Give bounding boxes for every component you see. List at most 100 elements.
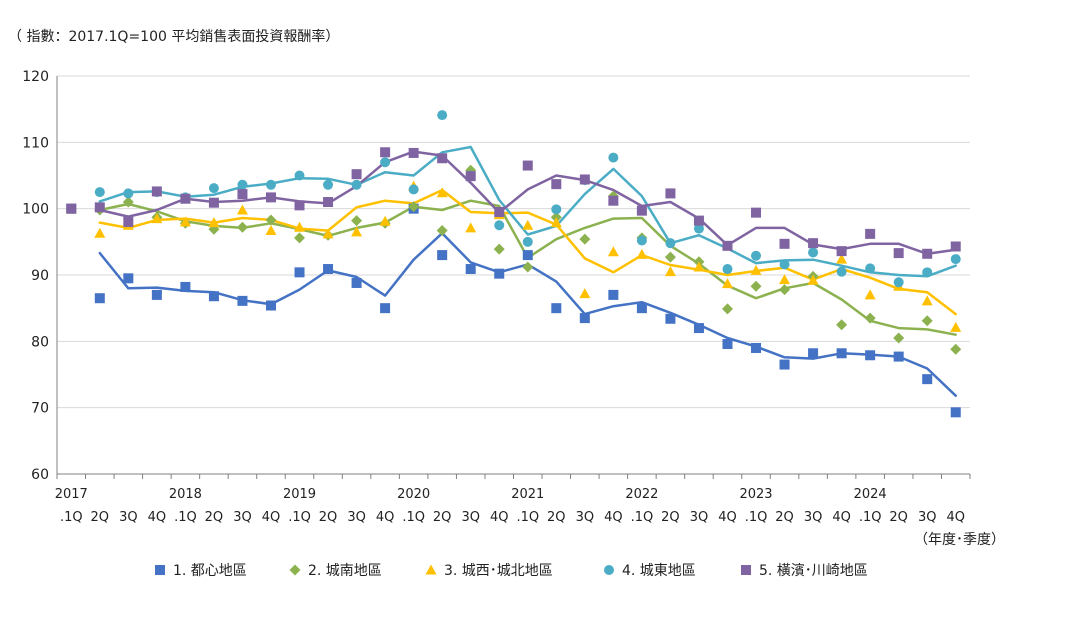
data-point-2: [236, 221, 248, 233]
data-point-4: [779, 259, 790, 270]
y-tick-label: 60: [31, 467, 49, 483]
data-point-3: [750, 264, 762, 275]
x-tick-quarter: 2Q: [205, 510, 224, 525]
x-tick-quarter: 4Q: [262, 510, 281, 525]
x-tick-year: 2020: [397, 487, 430, 502]
data-point-5: [408, 147, 419, 158]
data-point-5: [351, 169, 362, 180]
data-point-1: [294, 267, 305, 278]
data-point-4: [693, 223, 704, 234]
data-point-5: [180, 193, 191, 204]
data-point-1: [123, 273, 134, 284]
x-tick-year: 2017: [55, 487, 88, 502]
data-point-5: [779, 238, 790, 249]
data-point-3: [522, 219, 534, 230]
data-point-4: [294, 170, 305, 181]
data-point-5: [808, 238, 819, 249]
data-point-3: [436, 187, 448, 198]
data-point-1: [865, 350, 876, 361]
x-tick-quarter: 4Q: [946, 510, 965, 525]
data-point-1: [693, 323, 704, 334]
x-tick-quarter: 4Q: [376, 510, 395, 525]
data-point-2: [750, 280, 762, 292]
data-point-3: [179, 216, 191, 227]
data-point-3: [779, 274, 791, 285]
data-point-1: [551, 303, 562, 314]
x-tick-quarter: 2Q: [547, 510, 566, 525]
x-tick-quarter: .1Q: [631, 510, 654, 525]
data-point-5: [950, 241, 961, 252]
data-point-3: [636, 248, 648, 259]
x-tick-quarter: .1Q: [859, 510, 882, 525]
data-point-2: [921, 315, 933, 327]
data-point-1: [208, 291, 219, 302]
data-point-5: [865, 228, 876, 239]
data-point-2: [864, 312, 876, 324]
data-point-5: [123, 216, 134, 227]
x-tick-quarter: 2Q: [319, 510, 338, 525]
data-point-3: [579, 288, 591, 299]
data-point-2: [664, 251, 676, 263]
data-point-2: [436, 225, 448, 237]
data-point-3: [351, 226, 363, 237]
data-point-5: [237, 189, 248, 200]
y-tick-label: 80: [31, 334, 49, 350]
x-tick-quarter: 3Q: [347, 510, 366, 525]
x-tick-quarter: 4Q: [718, 510, 737, 525]
data-point-2: [721, 303, 733, 315]
x-tick-quarter: .1Q: [745, 510, 768, 525]
x-tick-quarter: 3Q: [461, 510, 480, 525]
legend-marker-1: [155, 565, 165, 575]
data-point-3: [151, 213, 163, 224]
data-point-4: [437, 110, 448, 121]
data-point-3: [265, 225, 277, 236]
data-point-4: [865, 263, 876, 274]
x-tick-quarter: 4Q: [490, 510, 509, 525]
x-tick-quarter: 3Q: [119, 510, 138, 525]
x-tick-quarter: .1Q: [288, 510, 311, 525]
x-tick-year: 2022: [625, 487, 658, 502]
data-point-3: [465, 222, 477, 233]
data-point-3: [236, 204, 248, 215]
data-point-2: [294, 232, 306, 244]
data-point-5: [94, 202, 105, 213]
data-point-4: [836, 266, 847, 277]
x-tick-quarter: .1Q: [516, 510, 539, 525]
data-point-3: [864, 289, 876, 300]
data-point-3: [807, 274, 819, 285]
y-tick-label: 120: [22, 69, 49, 85]
data-point-4: [380, 157, 391, 168]
legend-label-3: 3. 城西･城北地區: [444, 563, 553, 579]
data-point-1: [323, 264, 334, 275]
data-point-4: [265, 179, 276, 190]
x-tick-quarter: 2Q: [661, 510, 680, 525]
data-point-4: [123, 188, 134, 199]
data-point-3: [379, 215, 391, 226]
data-point-4: [237, 179, 248, 190]
data-point-1: [380, 303, 391, 314]
x-tick-quarter: .1Q: [174, 510, 197, 525]
x-tick-quarter: 2Q: [889, 510, 908, 525]
data-point-1: [265, 300, 276, 311]
data-point-1: [94, 293, 105, 304]
data-point-2: [779, 284, 791, 296]
data-point-5: [294, 200, 305, 211]
legend-marker-3: [425, 564, 437, 575]
data-point-1: [922, 374, 933, 385]
x-tick-year: 2023: [739, 487, 772, 502]
x-tick-year: 2024: [854, 487, 887, 502]
data-point-4: [351, 179, 362, 190]
y-tick-label: 90: [31, 268, 49, 284]
data-point-4: [922, 267, 933, 278]
legend-marker-2: [289, 564, 301, 576]
x-tick-quarter: 3Q: [690, 510, 709, 525]
data-point-5: [494, 206, 505, 217]
data-point-4: [808, 247, 819, 258]
data-point-1: [722, 338, 733, 349]
legend-label-5: 5. 橫濱･川崎地區: [759, 563, 868, 579]
x-tick-quarter: 3Q: [576, 510, 595, 525]
data-point-1: [237, 295, 248, 306]
y-tick-label: 100: [22, 202, 49, 218]
